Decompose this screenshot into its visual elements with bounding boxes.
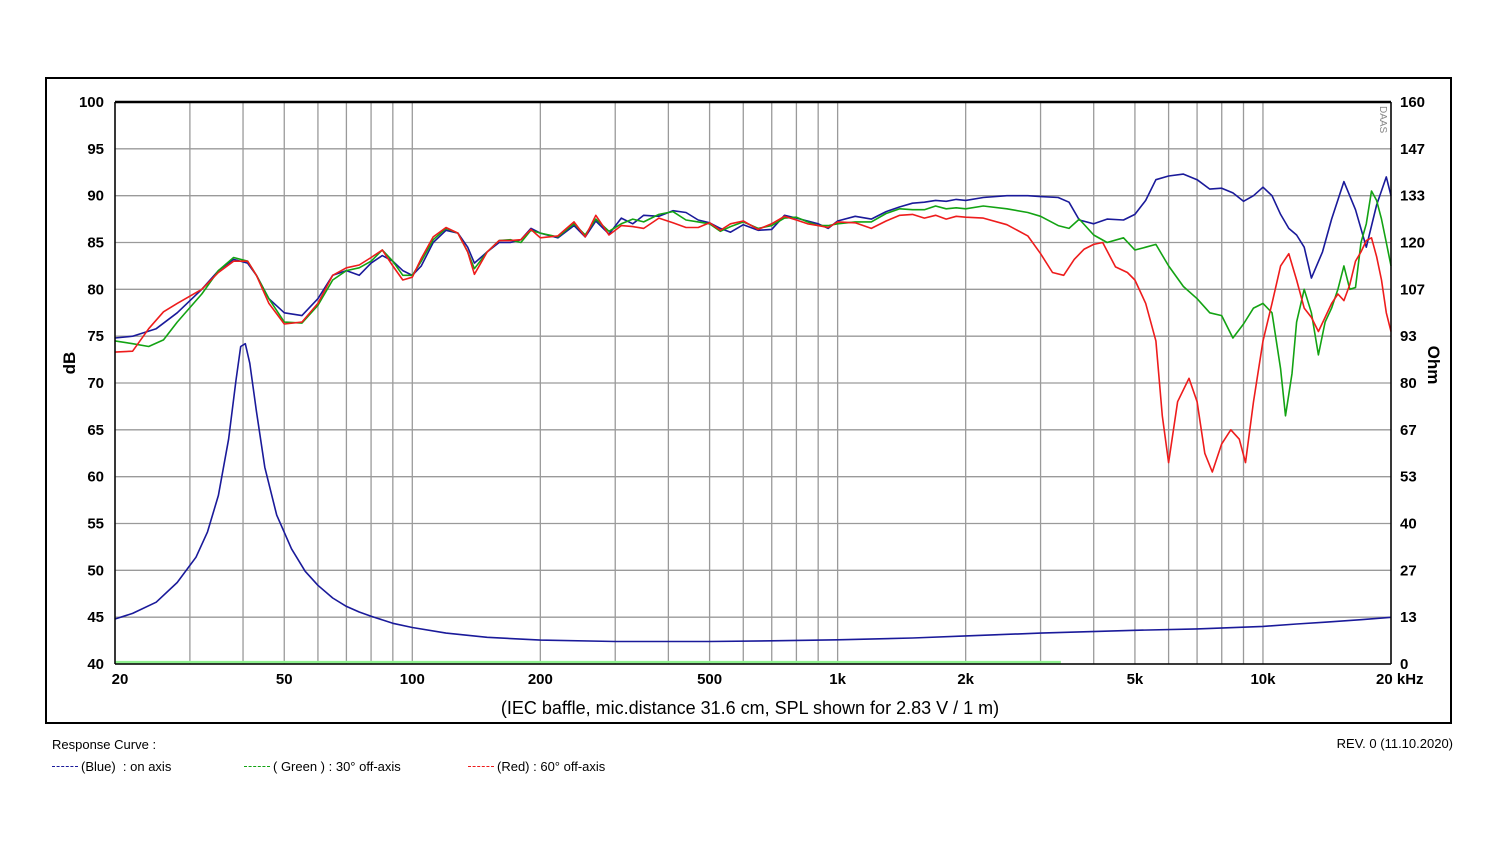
x-tick-label: 10k xyxy=(1250,671,1276,688)
y-right-tick-label: 0 xyxy=(1400,656,1408,673)
y-left-tick-label: 100 xyxy=(79,94,104,111)
y-left-tick-label: 85 xyxy=(87,235,104,252)
legend-label-blue: (Blue) : on axis xyxy=(81,759,172,774)
y-right-tick-label: 80 xyxy=(1400,375,1417,392)
legend-swatch-blue xyxy=(52,766,78,767)
y-right-tick-label: 67 xyxy=(1400,422,1417,439)
legend-label-red: (Red) : 60° off-axis xyxy=(497,759,606,774)
x-tick-label: 50 xyxy=(276,671,293,688)
y-right-tick-label: 160 xyxy=(1400,94,1425,111)
watermark-text: DAAS xyxy=(1377,106,1388,134)
y-axis-left-title: dB xyxy=(60,352,79,375)
y-right-tick-label: 133 xyxy=(1400,188,1425,205)
legend-item-blue: (Blue) : on axis xyxy=(52,759,171,774)
legend-item-green: ( Green ) : 30° off-axis xyxy=(244,759,401,774)
tick-labels: 40 45 50 55 60 65 70 75 80 85 90 95 100 0 13 27 40 53 67 80… xyxy=(79,94,1425,688)
y-right-tick-label: 27 xyxy=(1400,562,1417,579)
chart-frame xyxy=(45,77,1452,724)
legend-swatch-red xyxy=(468,766,494,767)
y-right-tick-label: 93 xyxy=(1400,328,1417,345)
y-right-tick-label: 53 xyxy=(1400,469,1417,486)
y-right-tick-label: 40 xyxy=(1400,516,1417,533)
x-tick-label: 1k xyxy=(829,671,846,688)
y-left-tick-label: 55 xyxy=(87,516,104,533)
x-tick-label: 20 xyxy=(112,671,129,688)
y-left-tick-label: 60 xyxy=(87,469,104,486)
series-line-1 xyxy=(114,190,1392,417)
legend-label-green: ( Green ) : 30° off-axis xyxy=(273,759,401,774)
y-right-tick-label: 13 xyxy=(1400,609,1417,626)
axes xyxy=(114,100,1392,665)
frequency-response-chart: 40 45 50 55 60 65 70 75 80 85 90 95 100 0 13 27 40 53 67 80… xyxy=(60,94,1443,718)
series-line-3 xyxy=(114,342,1392,643)
y-right-tick-label: 147 xyxy=(1400,141,1425,158)
x-tick-label: 20 kHz xyxy=(1376,671,1424,688)
x-tick-label: 2k xyxy=(957,671,974,688)
x-tick-label: 100 xyxy=(400,671,425,688)
x-tick-label: 200 xyxy=(528,671,553,688)
y-left-tick-label: 45 xyxy=(87,609,104,626)
legend-title: Response Curve : xyxy=(52,737,157,752)
y-left-tick-label: 75 xyxy=(87,328,104,345)
y-left-tick-label: 95 xyxy=(87,141,104,158)
y-right-tick-label: 120 xyxy=(1400,235,1425,252)
y-left-tick-label: 80 xyxy=(87,281,104,298)
x-tick-label: 500 xyxy=(697,671,722,688)
y-left-tick-label: 70 xyxy=(87,375,104,392)
series-layer xyxy=(114,173,1392,643)
legend-swatch-green xyxy=(244,766,270,767)
revision-label: REV. 0 (11.10.2020) xyxy=(1336,736,1453,751)
y-right-tick-label: 107 xyxy=(1400,281,1425,298)
y-left-tick-label: 50 xyxy=(87,562,104,579)
chart-caption: (IEC baffle, mic.distance 31.6 cm, SPL s… xyxy=(501,698,999,718)
legend-item-red: (Red) : 60° off-axis xyxy=(468,759,605,774)
y-left-tick-label: 90 xyxy=(87,188,104,205)
grid xyxy=(114,101,1392,665)
y-left-tick-label: 65 xyxy=(87,422,104,439)
x-tick-label: 5k xyxy=(1127,671,1144,688)
series-line-2 xyxy=(114,213,1392,473)
y-axis-right-title: Ohm xyxy=(1424,346,1443,385)
series-line-0 xyxy=(114,173,1392,339)
y-left-tick-label: 40 xyxy=(87,656,104,673)
